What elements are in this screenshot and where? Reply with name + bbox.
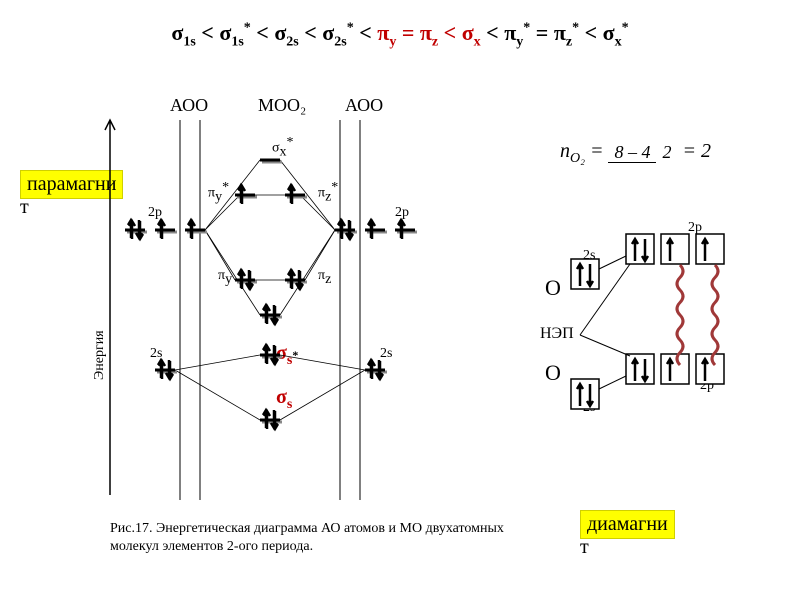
mo-diagram — [0, 0, 800, 600]
